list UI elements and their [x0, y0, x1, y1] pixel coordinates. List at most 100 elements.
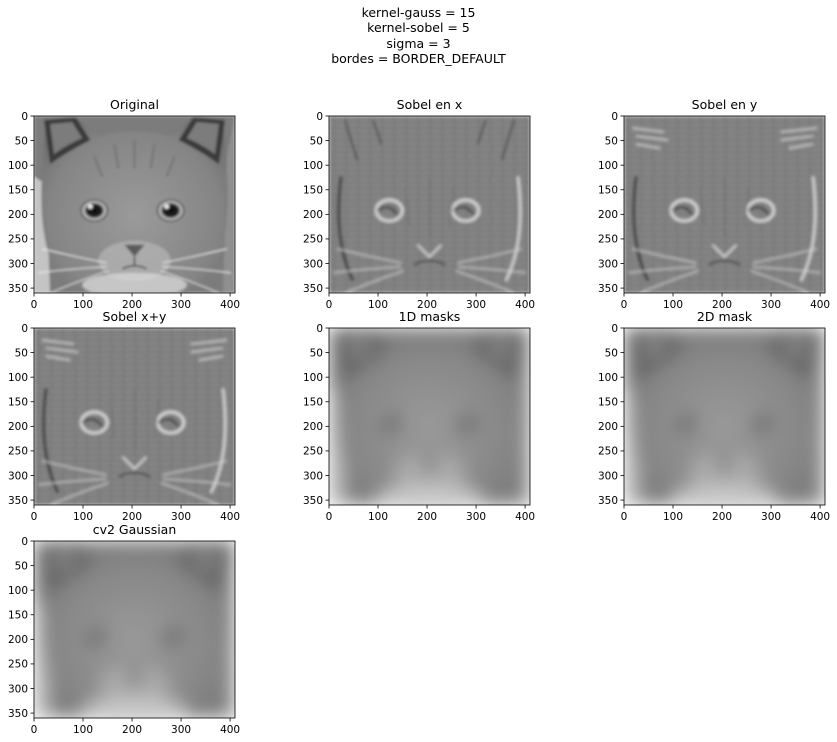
y-tick-label: 300	[303, 258, 323, 270]
edge-eye	[81, 418, 104, 428]
y-tick-label: 250	[303, 234, 323, 246]
edge-ear-lines	[344, 119, 515, 161]
y-tick-label: 150	[598, 185, 618, 197]
y-tick-label: 250	[8, 234, 28, 246]
edge-texture	[404, 176, 455, 237]
y-tick-label: 0	[611, 111, 618, 123]
cat-eye-glint	[382, 416, 388, 421]
cat-image	[34, 541, 235, 718]
x-tick-label: 400	[810, 511, 830, 523]
x-tick-label: 100	[368, 511, 388, 523]
x-tick-label: 200	[712, 299, 732, 311]
x-tick-label: 300	[761, 299, 781, 311]
x-tick-label: 400	[810, 299, 830, 311]
y-tick-label: 350	[8, 495, 28, 507]
edge-contour	[42, 388, 60, 494]
x-tick-label: 400	[515, 511, 535, 523]
cat-image	[624, 116, 825, 293]
x-tick-label: 400	[220, 724, 240, 736]
x-tick-label: 400	[220, 299, 240, 311]
cat-ear-inner	[50, 547, 83, 580]
y-tick-label: 300	[598, 258, 618, 270]
axes-frame	[33, 327, 236, 506]
y-tick-label: 0	[21, 111, 28, 123]
image-area	[624, 116, 825, 293]
x-tick-label: 100	[663, 511, 683, 523]
y-tick-label: 100	[598, 160, 618, 172]
edge-whiskers	[627, 248, 822, 293]
x-tick-label: 300	[761, 511, 781, 523]
x-tick-label: 300	[171, 511, 191, 523]
y-tick-label: 200	[303, 421, 323, 433]
axes-frame	[623, 327, 826, 506]
y-tick-label: 50	[15, 560, 28, 572]
y-tick-label: 100	[303, 160, 323, 172]
cat-eye	[746, 411, 775, 434]
x-tick-label: 400	[220, 511, 240, 523]
y-tick-label: 200	[8, 421, 28, 433]
subplot-title: Sobel en y	[692, 97, 758, 112]
edge-eye	[79, 410, 109, 435]
edge-mouth	[118, 471, 151, 478]
subplot-panel: Sobel en y 0 100 200 300 400 0 50 100 150 200 250 30…	[598, 97, 830, 311]
cat-eye-glint	[164, 204, 170, 209]
edge-nose	[416, 244, 443, 259]
x-tick-label: 200	[122, 724, 142, 736]
cat-head	[41, 116, 228, 293]
x-tick-label: 300	[466, 511, 486, 523]
axes-frame	[328, 115, 531, 294]
subplot-title: cv2 Gaussian	[93, 522, 177, 537]
image-area	[624, 328, 825, 505]
cat-nose	[124, 669, 145, 682]
cat-chest	[672, 484, 777, 505]
cat-eye	[156, 199, 185, 222]
subplot-title: Original	[110, 97, 159, 112]
cat-image	[34, 328, 235, 505]
y-tick-label: 200	[598, 209, 618, 221]
x-tick-label: 200	[417, 511, 437, 523]
y-tick-label: 100	[8, 160, 28, 172]
y-tick-label: 0	[21, 536, 28, 548]
y-tick-label: 150	[8, 185, 28, 197]
edge-eye	[748, 206, 770, 216]
cat-ear-inner	[186, 122, 219, 155]
background-strip	[517, 328, 530, 505]
y-tick-label: 50	[15, 347, 28, 359]
x-tick-label: 400	[515, 299, 535, 311]
x-tick-label: 0	[326, 511, 333, 523]
subplot-panel: Original 0 100 200 300 400 0 50 100 150 200 250 300 3…	[8, 97, 240, 311]
y-tick-label: 250	[598, 234, 618, 246]
y-tick-label: 100	[8, 585, 28, 597]
edge-eye	[671, 206, 694, 216]
edge-eye	[451, 198, 481, 223]
y-tick-label: 300	[8, 683, 28, 695]
cat-stripes	[93, 140, 176, 177]
cat-whiskers	[37, 248, 232, 293]
subplot-panel: cv2 Gaussian 0 100 200 300 400 0 50 100 150 200 250…	[8, 522, 240, 736]
cat-chest	[82, 697, 187, 718]
cat-chest	[82, 272, 187, 293]
cat-ear-inner	[776, 334, 809, 367]
x-tick-label: 0	[621, 511, 628, 523]
edge-nose	[711, 244, 738, 259]
cat-eye-glint	[164, 629, 170, 634]
y-tick-label: 300	[8, 258, 28, 270]
y-tick-label: 250	[303, 446, 323, 458]
background-strip	[222, 541, 235, 718]
cat-nose	[714, 456, 735, 469]
y-tick-label: 150	[8, 610, 28, 622]
y-tick-label: 150	[303, 185, 323, 197]
x-tick-label: 300	[466, 299, 486, 311]
image-area	[34, 541, 235, 718]
subplot-title: 1D masks	[399, 309, 461, 324]
edge-texture	[109, 388, 160, 449]
axes-frame	[33, 540, 236, 719]
y-tick-label: 350	[8, 283, 28, 295]
edge-eye	[669, 198, 699, 223]
cat-head	[336, 328, 523, 505]
cat-ear-inner	[481, 334, 514, 367]
x-tick-label: 200	[122, 299, 142, 311]
x-tick-label: 100	[663, 299, 683, 311]
suptitle-line: kernel-sobel = 5	[367, 20, 470, 36]
